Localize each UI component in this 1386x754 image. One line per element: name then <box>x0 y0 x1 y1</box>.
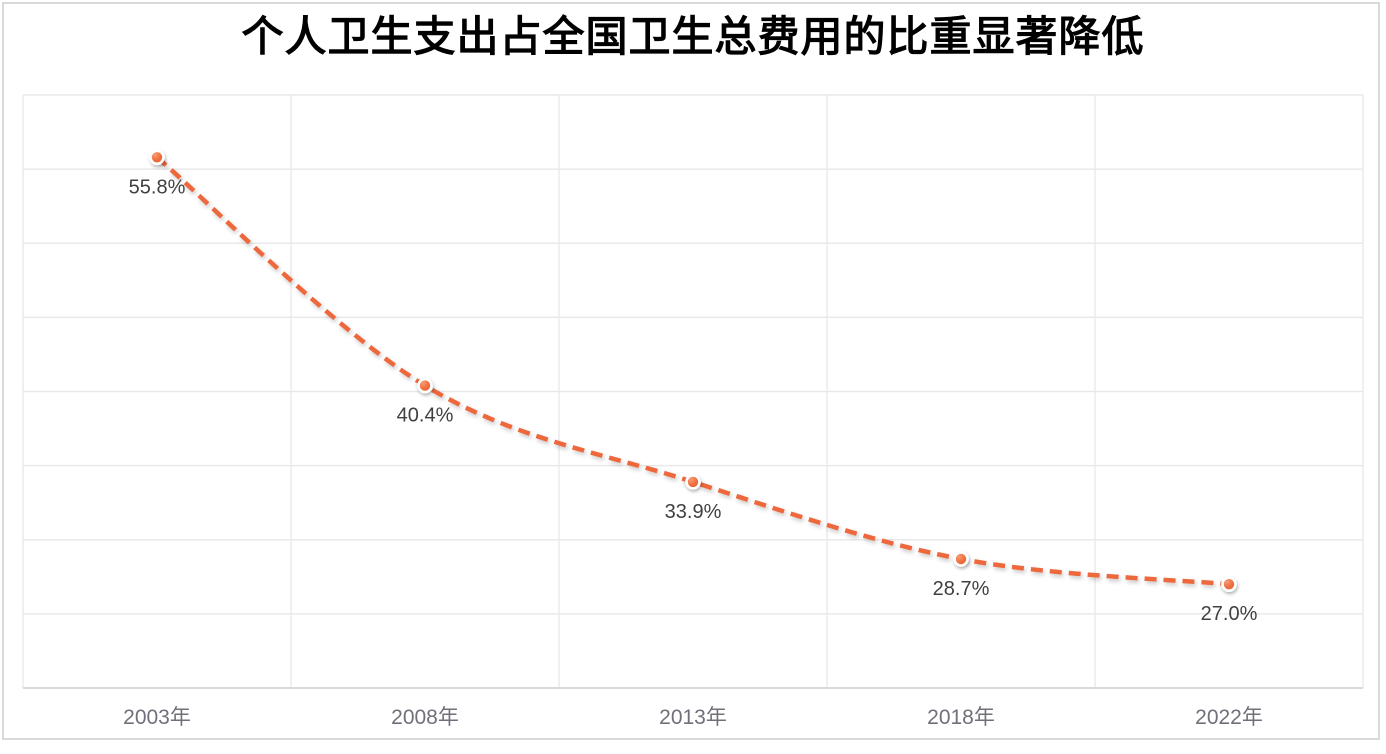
x-tick-label: 2008年 <box>391 706 459 729</box>
data-label: 55.8% <box>129 176 186 198</box>
x-tick-label: 2003年 <box>123 706 191 729</box>
data-label: 28.7% <box>933 578 990 600</box>
data-point-marker <box>1221 576 1237 593</box>
data-label: 27.0% <box>1201 603 1258 625</box>
x-tick-label: 2022年 <box>1195 706 1263 729</box>
chart-title: 个人卫生支出占全国卫生总费用的比重显著降低 <box>241 13 1145 60</box>
x-tick-label: 2013年 <box>659 706 727 729</box>
data-point-marker <box>417 377 433 394</box>
gridlines <box>22 94 1364 689</box>
data-point-marker <box>685 474 701 490</box>
x-tick-label: 2018年 <box>927 706 995 729</box>
data-label: 40.4% <box>397 405 454 427</box>
data-point-marker <box>149 149 165 166</box>
data-point-marker <box>953 551 969 567</box>
data-label: 33.9% <box>665 501 722 523</box>
